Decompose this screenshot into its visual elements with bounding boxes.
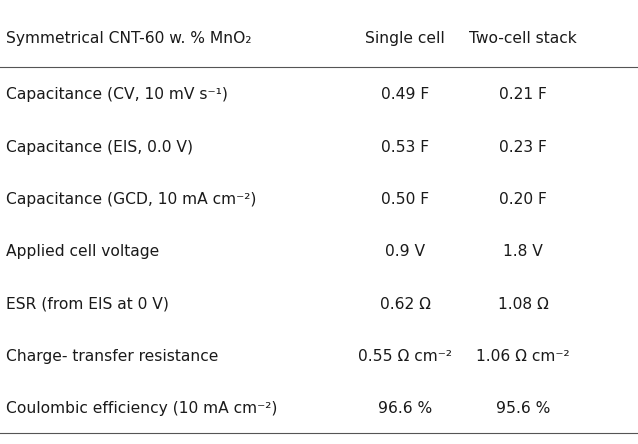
- Text: Two-cell stack: Two-cell stack: [470, 32, 577, 46]
- Text: Capacitance (GCD, 10 mA cm⁻²): Capacitance (GCD, 10 mA cm⁻²): [6, 192, 256, 207]
- Text: 0.62 Ω: 0.62 Ω: [380, 297, 431, 312]
- Text: 0.20 F: 0.20 F: [499, 192, 547, 207]
- Text: 0.9 V: 0.9 V: [385, 245, 425, 259]
- Text: Capacitance (CV, 10 mV s⁻¹): Capacitance (CV, 10 mV s⁻¹): [6, 87, 228, 103]
- Text: 0.21 F: 0.21 F: [499, 87, 547, 103]
- Text: 0.55 Ω cm⁻²: 0.55 Ω cm⁻²: [358, 349, 452, 364]
- Text: 0.50 F: 0.50 F: [381, 192, 429, 207]
- Text: Capacitance (EIS, 0.0 V): Capacitance (EIS, 0.0 V): [6, 140, 193, 155]
- Text: 1.8 V: 1.8 V: [503, 245, 543, 259]
- Text: Coulombic efficiency (10 mA cm⁻²): Coulombic efficiency (10 mA cm⁻²): [6, 401, 278, 416]
- Text: Single cell: Single cell: [365, 32, 445, 46]
- Text: 1.06 Ω cm⁻²: 1.06 Ω cm⁻²: [477, 349, 570, 364]
- Text: Charge- transfer resistance: Charge- transfer resistance: [6, 349, 219, 364]
- Text: Symmetrical CNT-60 w. % MnO₂: Symmetrical CNT-60 w. % MnO₂: [6, 32, 252, 46]
- Text: 95.6 %: 95.6 %: [496, 401, 551, 416]
- Text: Applied cell voltage: Applied cell voltage: [6, 245, 160, 259]
- Text: 96.6 %: 96.6 %: [378, 401, 433, 416]
- Text: ESR (from EIS at 0 V): ESR (from EIS at 0 V): [6, 297, 169, 312]
- Text: 1.08 Ω: 1.08 Ω: [498, 297, 549, 312]
- Text: 0.23 F: 0.23 F: [499, 140, 547, 155]
- Text: 0.49 F: 0.49 F: [381, 87, 429, 103]
- Text: 0.53 F: 0.53 F: [381, 140, 429, 155]
